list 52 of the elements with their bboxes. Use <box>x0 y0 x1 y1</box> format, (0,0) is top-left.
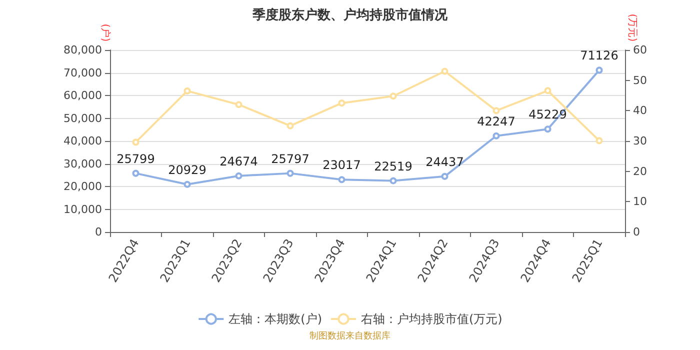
point <box>596 66 603 74</box>
data-label: 24437 <box>426 154 464 169</box>
y-tick-label: 0 <box>95 226 102 238</box>
y2-tick-label: 0 <box>633 226 640 238</box>
y-tick-label: 60,000 <box>64 89 102 102</box>
data-label: 25797 <box>271 152 310 166</box>
data-label: 42247 <box>477 114 516 128</box>
chart-title: 季度股东户数、户均持股市值情况 <box>252 7 448 23</box>
y2-tick-label: 50 <box>633 74 647 87</box>
y2-tick-label: 20 <box>633 164 647 178</box>
y-axis-title: (户) <box>100 24 112 42</box>
y-tick-label: 30,000 <box>64 157 102 170</box>
y-tick-label: 70,000 <box>64 66 102 80</box>
y-tick-label: 10,000 <box>64 202 102 216</box>
point <box>492 132 500 140</box>
data-label: 22519 <box>374 159 412 174</box>
point <box>492 107 500 114</box>
data-label: 25799 <box>116 152 155 166</box>
y2-tick-label: 60 <box>633 44 647 56</box>
data-label: 23017 <box>322 158 361 172</box>
data-label: 24674 <box>220 154 258 168</box>
legend-label: 左轴：本期数(户) <box>228 312 322 326</box>
data-label: 20929 <box>168 162 206 177</box>
point <box>235 101 242 108</box>
y-tick-label: 50,000 <box>64 112 102 125</box>
text: 制图数据来自数据库 <box>310 330 390 342</box>
data-label: 45229 <box>528 108 567 122</box>
point <box>132 170 140 177</box>
y2-tick-label: 30 <box>633 134 647 148</box>
data-label: 71126 <box>580 48 618 63</box>
y2-tick-label: 10 <box>633 195 647 208</box>
point <box>596 137 603 144</box>
y-tick-label: 80,000 <box>64 44 102 56</box>
point <box>338 100 346 107</box>
point <box>544 126 552 133</box>
point <box>184 87 191 94</box>
y2-tick-label: 40 <box>633 104 647 118</box>
point <box>441 68 448 75</box>
point <box>132 138 140 146</box>
point <box>235 172 242 180</box>
point <box>390 177 397 184</box>
point <box>338 176 346 184</box>
point <box>544 87 552 94</box>
y-tick-label: 20,000 <box>64 180 102 193</box>
point <box>286 170 294 177</box>
y-tick-label: 40,000 <box>64 134 102 148</box>
point <box>441 172 448 180</box>
y2-axis-title: (万元) <box>626 14 638 42</box>
point <box>286 122 294 130</box>
point <box>390 92 397 100</box>
legend-label: 右轴：户均持股市值(万元) <box>361 312 502 326</box>
point <box>184 180 191 188</box>
